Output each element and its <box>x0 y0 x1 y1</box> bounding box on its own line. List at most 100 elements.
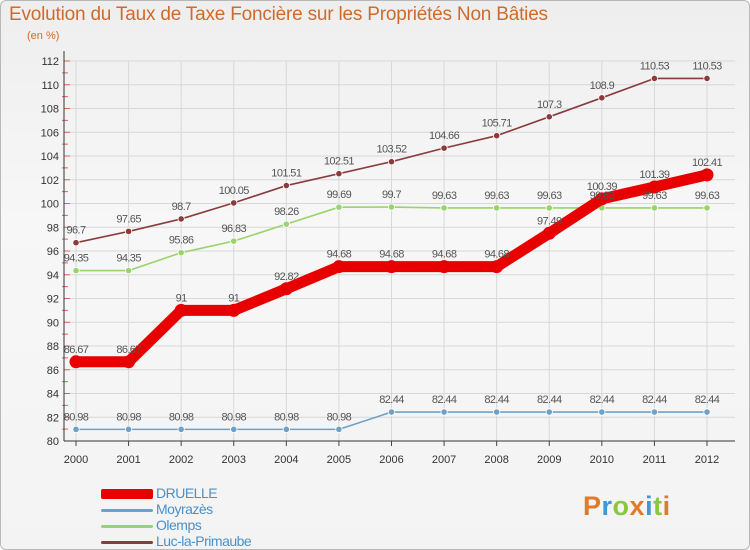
data-label: 82.44 <box>642 394 667 406</box>
data-label: 105.71 <box>482 118 513 130</box>
data-label: 99.63 <box>590 190 615 202</box>
data-point <box>335 170 343 178</box>
data-point <box>545 408 553 416</box>
data-label: 94.68 <box>327 249 352 261</box>
y-tick-label: 96 <box>47 246 59 258</box>
logo-letter: i <box>662 491 671 521</box>
data-label: 108.9 <box>590 80 615 92</box>
data-label: 92.82 <box>274 271 299 283</box>
data-point <box>177 215 185 223</box>
data-point <box>177 425 185 433</box>
data-label: 99.63 <box>695 190 720 202</box>
data-label: 97.49 <box>537 215 562 227</box>
data-point <box>440 408 448 416</box>
y-tick-label: 80 <box>47 436 59 448</box>
data-point <box>72 239 80 247</box>
logo-letter: t <box>653 491 663 521</box>
y-tick-label: 92 <box>47 294 59 306</box>
data-point <box>437 260 451 274</box>
y-tick-label: 94 <box>47 270 59 282</box>
data-label: 96.83 <box>221 223 246 235</box>
data-label: 94.68 <box>484 249 509 261</box>
data-label: 95.86 <box>169 235 194 247</box>
data-point <box>230 425 238 433</box>
data-point <box>650 408 659 416</box>
legend-label: Olemps <box>156 517 202 533</box>
data-label: 86.67 <box>64 344 89 356</box>
data-label: 100.39 <box>587 181 618 193</box>
data-point <box>440 144 448 152</box>
data-point <box>335 425 343 433</box>
data-label: 94.68 <box>432 249 457 261</box>
data-label: 91 <box>228 292 240 304</box>
x-tick-label: 2007 <box>432 454 456 466</box>
y-tick-label: 112 <box>41 56 59 68</box>
data-point <box>703 74 711 83</box>
data-point <box>545 113 553 121</box>
legend-swatch <box>101 489 153 499</box>
data-point <box>332 260 346 274</box>
data-point <box>335 203 343 211</box>
data-point <box>279 282 293 296</box>
legend-label: Moyrazès <box>156 501 213 517</box>
data-label: 98.26 <box>274 206 299 218</box>
x-tick-label: 2010 <box>590 454 614 466</box>
data-point <box>227 303 241 317</box>
data-label: 82.44 <box>379 394 404 406</box>
data-point <box>230 237 238 245</box>
x-tick-label: 2000 <box>64 454 88 466</box>
logo-letter: r <box>601 491 613 521</box>
data-label: 94.35 <box>116 253 141 265</box>
logo-letter: i <box>645 491 654 521</box>
data-label: 80.98 <box>64 411 89 423</box>
data-label: 104.66 <box>429 130 460 142</box>
data-label: 98.7 <box>172 201 191 213</box>
data-label: 82.44 <box>432 394 457 406</box>
data-point <box>230 199 238 207</box>
x-tick-label: 2005 <box>327 454 351 466</box>
x-tick-label: 2009 <box>537 454 561 466</box>
data-label: 99.69 <box>327 189 352 201</box>
chart-title: Evolution du Taux de Taxe Foncière sur l… <box>9 4 548 25</box>
data-point <box>650 204 659 212</box>
data-label: 110.53 <box>640 60 670 72</box>
data-label: 94.35 <box>64 253 89 265</box>
y-tick-label: 108 <box>41 104 59 116</box>
y-tick-label: 100 <box>41 199 59 211</box>
proxiti-logo: Proxiti <box>583 491 671 522</box>
data-point <box>282 425 290 433</box>
y-tick-label: 82 <box>47 412 59 424</box>
data-label: 94.68 <box>379 249 404 261</box>
data-label: 80.98 <box>221 411 246 423</box>
legend-label: Luc-la-Primaube <box>156 533 252 549</box>
x-tick-label: 2011 <box>643 454 667 466</box>
y-tick-label: 90 <box>47 317 59 329</box>
data-point <box>385 260 398 274</box>
x-tick-label: 2003 <box>222 454 246 466</box>
data-point <box>72 425 80 433</box>
data-point <box>703 204 711 212</box>
data-label: 80.98 <box>116 411 141 423</box>
data-label: 99.63 <box>432 190 457 202</box>
data-label: 103.52 <box>376 144 407 156</box>
legend-swatch <box>101 540 153 544</box>
data-label: 110.53 <box>692 60 722 72</box>
y-tick-label: 86 <box>47 365 59 377</box>
data-label: 82.44 <box>537 394 562 406</box>
data-point <box>124 425 133 433</box>
data-label: 96.7 <box>66 225 85 237</box>
y-tick-label: 102 <box>41 175 59 187</box>
data-label: 80.98 <box>274 411 299 423</box>
data-point <box>493 204 501 212</box>
data-point <box>650 74 659 83</box>
data-label: 100.05 <box>219 185 250 197</box>
y-tick-label: 84 <box>47 389 59 401</box>
data-label: 80.98 <box>169 411 194 423</box>
data-point <box>490 260 504 274</box>
legend-swatch <box>101 508 153 512</box>
data-point <box>387 203 396 211</box>
data-point <box>598 94 606 102</box>
data-point <box>177 249 185 257</box>
